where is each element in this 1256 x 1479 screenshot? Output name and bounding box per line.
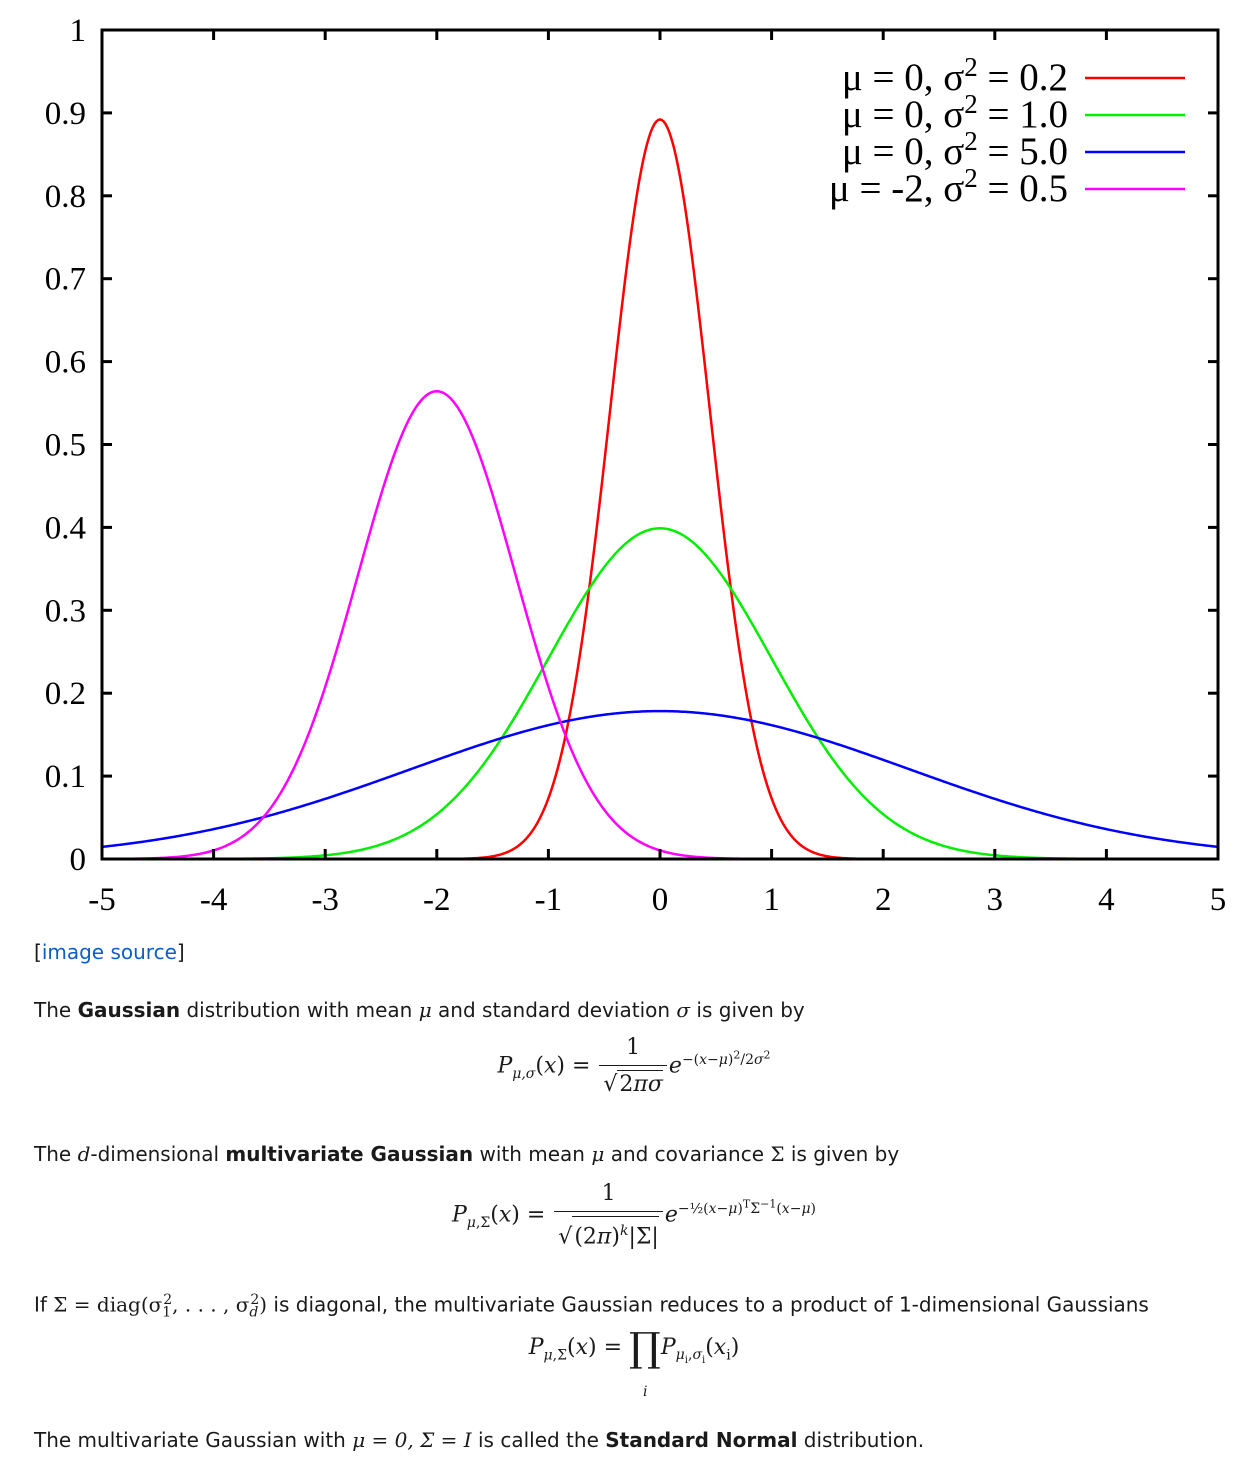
paragraph-multivariate: The d-dimensional multivariate Gaussian … (34, 1140, 899, 1168)
math-diag: Σ = diag(σ (53, 1292, 163, 1317)
x-tick-label: -5 (88, 882, 116, 918)
series-line-0 (102, 118, 1218, 861)
math-mu: μ (591, 1142, 605, 1166)
math-dots: , . . . , σ (172, 1292, 250, 1317)
y-tick-label: 0.8 (45, 179, 86, 215)
x-tick-label: 0 (652, 882, 669, 918)
text: -dimensional (90, 1142, 226, 1166)
math-standard: μ = 0, Σ = I (352, 1428, 472, 1452)
legend-entry-1: μ = 0, σ2 = 1.0 (842, 89, 1185, 136)
equation-multivariate: Pμ,Σ(x) = 1 √(2π)k|Σ| e−½(x−μ)TΣ−1(x−μ) (451, 1181, 817, 1250)
legend-label: μ = -2, σ2 = 0.5 (829, 163, 1068, 210)
legend-entry-2: μ = 0, σ2 = 5.0 (842, 126, 1185, 173)
y-tick-label: 0.6 (45, 345, 86, 381)
math-sigma-cap: Σ (770, 1142, 785, 1166)
math-paren: ) (259, 1292, 268, 1317)
y-tick-label: 0.9 (45, 96, 86, 132)
document-body: [image source] The Gaussian distribution… (34, 938, 1234, 1452)
x-tick-label: -1 (535, 882, 563, 918)
math-d: d (77, 1142, 91, 1166)
legend-entry-0: μ = 0, σ2 = 0.2 (842, 52, 1185, 99)
legend-label: μ = 0, σ2 = 1.0 (842, 89, 1068, 136)
gaussian-chart: -5 -4 -3 -2 -1 0 1 2 3 4 5 0 0.1 0.2 0.3 0.4 0.5 0.6 0.7 0.… (45, 13, 1227, 918)
paragraph-diagonal: If Σ = diag(σ12, . . . , σd2) is diagona… (34, 1292, 1149, 1321)
text: and covariance (604, 1142, 771, 1166)
y-tick-label: 0.4 (45, 510, 86, 546)
y-tick-label: 1 (70, 13, 87, 49)
text: The multivariate Gaussian with (34, 1428, 353, 1452)
text: distribution with mean (180, 998, 419, 1022)
series-line-2 (101, 709, 1219, 849)
text: with mean (473, 1142, 592, 1166)
paragraph-gaussian: The Gaussian distribution with mean μ an… (34, 996, 805, 1024)
source-suffix: ] (176, 940, 185, 964)
x-tick-label: 5 (1210, 882, 1227, 918)
x-tick-label: -4 (200, 882, 228, 918)
series-line-3 (102, 390, 1218, 861)
image-source-link[interactable]: image source (41, 940, 177, 964)
term-multivariate-gaussian: multivariate Gaussian (225, 1142, 474, 1166)
y-tick-label: 0.5 (45, 428, 86, 464)
equation-product: Pμ,Σ(x) = ∏ i Pμi,σi(xi) (528, 1325, 740, 1400)
y-tick-label: 0.2 (45, 676, 86, 712)
text: is given by (784, 1142, 900, 1166)
chart-svg: -5 -4 -3 -2 -1 0 1 2 3 4 5 0 0.1 0.2 0.3 0.4 0.5 0.6 0.7 0.… (45, 13, 1227, 918)
equation-gaussian: Pμ,σ(x) = 1 √2πσ e−(x−μ)2/2σ2 (497, 1035, 771, 1097)
legend-label: μ = 0, σ2 = 0.2 (842, 52, 1068, 99)
y-tick-label: 0.3 (45, 593, 86, 629)
x-tick-label: 4 (1098, 882, 1115, 918)
image-source-line: [image source] (34, 938, 1234, 966)
x-tick-label: -2 (423, 882, 451, 918)
x-tick-label: 3 (987, 882, 1004, 918)
term-standard-normal: Standard Normal (605, 1428, 798, 1452)
y-tick-label: 0 (70, 842, 87, 878)
x-tick-label: -3 (311, 882, 339, 918)
legend-label: μ = 0, σ2 = 5.0 (842, 126, 1068, 173)
term-gaussian: Gaussian (77, 998, 181, 1022)
x-tick-label: 2 (875, 882, 892, 918)
x-tick-label: 1 (763, 882, 780, 918)
paragraph-standard-normal: The multivariate Gaussian with μ = 0, Σ … (34, 1426, 924, 1454)
text: The (34, 998, 78, 1022)
text: is diagonal, the multivariate Gaussian r… (267, 1292, 1149, 1317)
text: If (34, 1292, 54, 1317)
y-tick-label: 0.1 (45, 759, 86, 795)
source-prefix: [ (34, 940, 42, 964)
y-tick-label: 0.7 (45, 262, 86, 298)
text: is called the (471, 1428, 606, 1452)
math-sigma: σ (676, 998, 691, 1022)
math-mu: μ (418, 998, 432, 1022)
text: The (34, 1142, 78, 1166)
text: and standard deviation (431, 998, 677, 1022)
text: is given by (690, 998, 805, 1022)
legend-entry-3: μ = -2, σ2 = 0.5 (829, 163, 1185, 210)
text: distribution. (797, 1428, 925, 1452)
